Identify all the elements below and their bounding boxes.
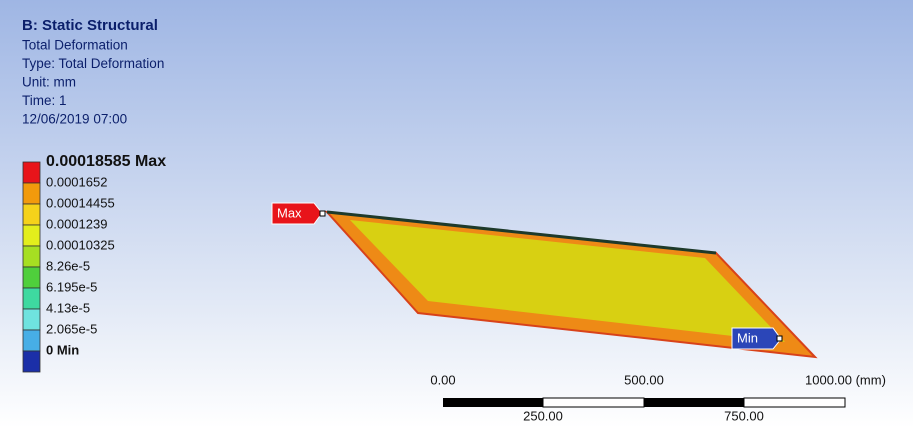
legend-swatch	[23, 351, 40, 372]
scale-label: 750.00	[724, 408, 764, 423]
header-line: Type: Total Deformation	[22, 56, 164, 71]
legend-label: 0.00010325	[46, 237, 115, 252]
legend-label: 0.0001239	[46, 216, 107, 231]
legend-swatch	[23, 204, 40, 225]
max-probe-label: Max	[277, 205, 302, 220]
max-probe-point	[320, 211, 325, 216]
legend-swatch	[23, 225, 40, 246]
scale-label: 250.00	[523, 408, 563, 423]
legend-swatch	[23, 330, 40, 351]
scale-segment	[644, 398, 744, 407]
min-probe-point	[777, 336, 782, 341]
legend-label: 0.00014455	[46, 195, 115, 210]
scale-label: 500.00	[624, 372, 664, 387]
legend-swatch	[23, 309, 40, 330]
header-line: 12/06/2019 07:00	[22, 112, 127, 127]
legend-label: 0.0001652	[46, 174, 107, 189]
scale-segment	[744, 398, 845, 407]
header-line: Time: 1	[22, 93, 67, 108]
min-probe[interactable]: Min	[732, 328, 782, 349]
header-line: Total Deformation	[22, 38, 128, 53]
title: B: Static Structural	[22, 17, 158, 34]
min-probe-label: Min	[737, 330, 758, 345]
legend-label: 4.13e-5	[46, 300, 90, 315]
header-line: Unit: mm	[22, 75, 76, 90]
scale-label: 1000.00 (mm)	[805, 372, 886, 387]
legend-label: 2.065e-5	[46, 321, 97, 336]
legend-swatch	[23, 246, 40, 267]
legend-label: 6.195e-5	[46, 279, 97, 294]
legend-swatch	[23, 162, 40, 183]
scale-label: 0.00	[430, 372, 455, 387]
scale-segment	[543, 398, 644, 407]
legend-swatch	[23, 267, 40, 288]
legend-swatch	[23, 183, 40, 204]
legend-label: 8.26e-5	[46, 258, 90, 273]
legend-swatch	[23, 288, 40, 309]
scale-segment	[443, 398, 543, 407]
legend-label: 0 Min	[46, 342, 79, 357]
viewport: B: Static Structural Total Deformation Ty…	[0, 0, 913, 428]
legend-label: 0.00018585 Max	[46, 153, 166, 170]
